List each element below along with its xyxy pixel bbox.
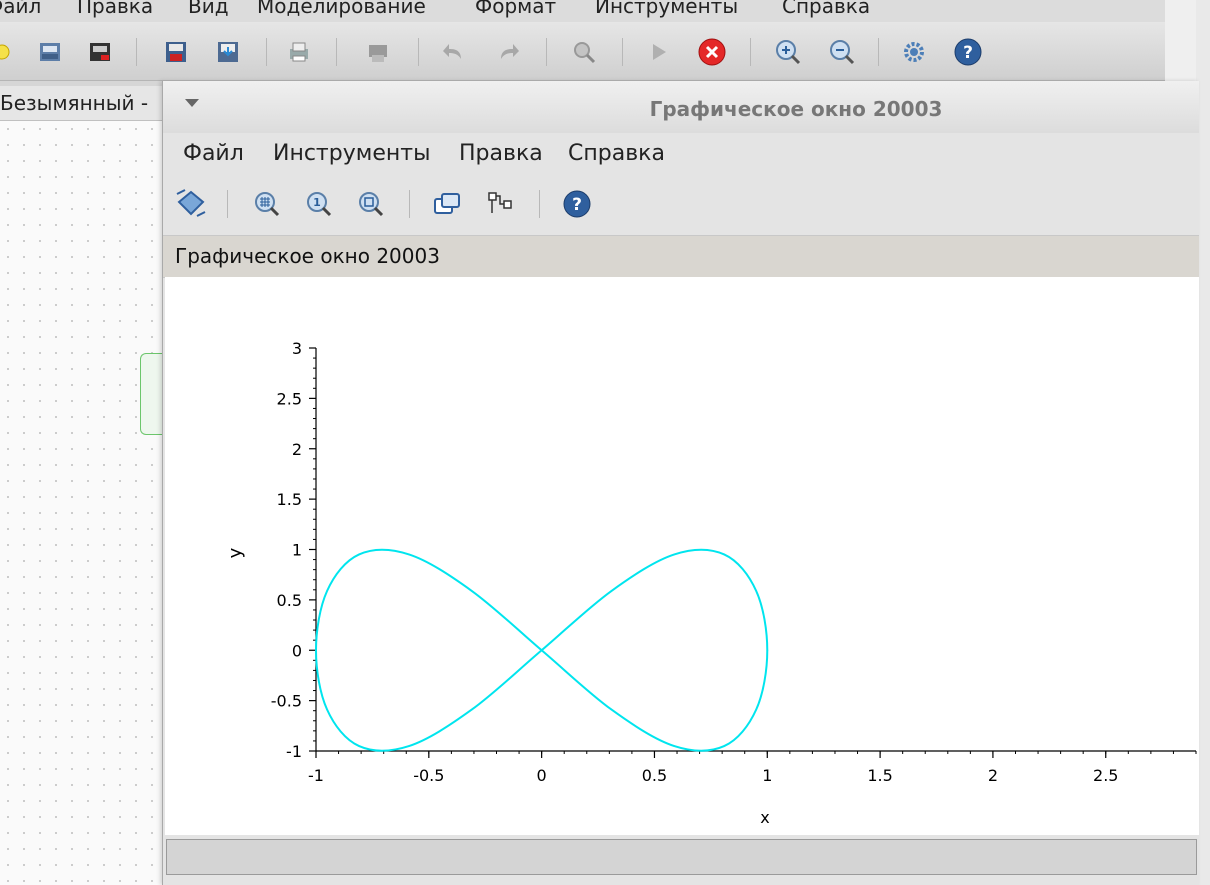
zoom-out-icon[interactable]	[826, 36, 858, 68]
new-diagram-icon[interactable]	[0, 36, 18, 68]
window-menu-arrow-icon[interactable]	[185, 99, 199, 107]
status-bar	[166, 839, 1197, 875]
x-tick-label: 0	[537, 766, 547, 785]
data-point	[315, 649, 317, 652]
main-menu-view[interactable]: Вид	[188, 0, 229, 18]
menu-help[interactable]: Справка	[568, 141, 665, 166]
y-tick-label: 2.5	[277, 389, 302, 408]
y-tick-label: 2	[292, 440, 302, 459]
diagram-canvas[interactable]	[0, 121, 165, 885]
y-axis: -1 -0.5 0 0.5 1 1.5 2 2.5 3	[271, 339, 317, 761]
x-tick-label: -0.5	[413, 766, 444, 785]
main-toolbar: ?	[0, 22, 1165, 81]
open-file-icon[interactable]	[84, 36, 116, 68]
data-point	[610, 590, 613, 592]
data-point	[326, 590, 328, 592]
editor-icon[interactable]	[485, 188, 517, 220]
zoom-in-icon[interactable]	[772, 36, 804, 68]
data-point	[673, 745, 676, 747]
x-axis: -1 -0.5 0 0.5 1 1.5 2 2.5	[308, 750, 1197, 785]
y-tick-label: -0.5	[271, 692, 302, 711]
data-point	[673, 553, 676, 556]
graphic-window-titlebar[interactable]: Графическое окно 20003	[163, 81, 1199, 133]
y-tick-label: 0.5	[277, 591, 302, 610]
data-point	[755, 708, 758, 711]
graphic-menubar: Файл Инструменты Правка Справка	[163, 133, 1199, 173]
y-tick-label: 0	[292, 641, 302, 660]
undo-icon[interactable]	[438, 36, 470, 68]
main-menu-format[interactable]: Формат	[475, 0, 557, 18]
data-point	[766, 649, 769, 652]
data-point	[358, 745, 360, 747]
help-icon[interactable]: ?	[952, 36, 984, 68]
zoom-area-icon[interactable]	[251, 188, 283, 220]
svg-text:?: ?	[963, 43, 973, 63]
save-icon[interactable]	[160, 36, 192, 68]
stop-simulation-icon[interactable]	[696, 36, 728, 68]
x-tick-label: 2	[988, 766, 998, 785]
main-menu-file[interactable]: Файл	[0, 0, 42, 18]
plot-area[interactable]: -1 -0.5 0 0.5 1 1.5 2 2.5 3 -1 -0.5 0 0.5 1 1.5 2 2.5 x…	[165, 277, 1199, 835]
menu-tools[interactable]: Инструменты	[273, 141, 431, 166]
svg-text:1: 1	[313, 196, 321, 209]
main-menubar: Файл Правка Вид Моделирование Формат Инс…	[0, 0, 1165, 22]
zoom-fit-icon[interactable]	[568, 36, 600, 68]
data-point	[471, 708, 473, 711]
main-menu-simulation[interactable]: Моделирование	[257, 0, 426, 18]
help-icon[interactable]: ?	[561, 188, 593, 220]
main-menu-help[interactable]: Справка	[782, 0, 871, 18]
print-icon[interactable]	[283, 36, 315, 68]
svg-text:?: ?	[572, 195, 582, 215]
start-simulation-icon[interactable]	[642, 36, 674, 68]
zoom-reset-icon[interactable]: 1	[303, 188, 335, 220]
plot-chart[interactable]: -1 -0.5 0 0.5 1 1.5 2 2.5 3 -1 -0.5 0 0.5 1 1.5 2 2.5 x…	[165, 277, 1199, 835]
figure-label: Графическое окно 20003	[175, 244, 440, 268]
menu-edit[interactable]: Правка	[459, 141, 543, 166]
diagram-block[interactable]	[140, 353, 165, 435]
window-title: Графическое окно 20003	[649, 97, 943, 121]
data-point	[723, 553, 725, 556]
y-tick-label: -1	[286, 742, 302, 761]
main-menu-edit[interactable]: Правка	[77, 0, 154, 18]
diagram-tab[interactable]: Безымянный -	[0, 86, 170, 121]
data-point	[408, 553, 410, 556]
figure-datatip-icon[interactable]	[431, 188, 463, 220]
data-point	[326, 708, 328, 711]
x-tick-label: -1	[308, 766, 324, 785]
export-icon[interactable]	[362, 36, 394, 68]
y-axis-label: y	[225, 547, 246, 558]
y-tick-label: 1.5	[277, 490, 302, 509]
y-tick-label: 3	[292, 339, 302, 358]
data-point	[723, 745, 725, 747]
redo-icon[interactable]	[492, 36, 524, 68]
main-menu-tools[interactable]: Инструменты	[595, 0, 739, 18]
save-as-icon[interactable]	[212, 36, 244, 68]
data-point	[408, 745, 410, 747]
figure-label-bar: Графическое окно 20003	[163, 235, 1199, 278]
graphic-toolbar: 1 ?	[163, 173, 1199, 233]
y-tick-label: 1	[292, 541, 302, 560]
data-point	[540, 649, 543, 652]
zoom-icon[interactable]	[355, 188, 387, 220]
open-icon[interactable]	[34, 36, 66, 68]
data-point	[471, 590, 473, 592]
x-tick-label: 1.5	[867, 766, 892, 785]
data-point	[358, 553, 360, 556]
x-tick-label: 2.5	[1093, 766, 1118, 785]
x-tick-label: 0.5	[642, 766, 667, 785]
settings-icon[interactable]	[898, 36, 930, 68]
series-group	[314, 548, 769, 752]
diagram-tab-label: Безымянный -	[0, 91, 149, 115]
graphic-window: Графическое окно 20003 Файл Инструменты …	[162, 81, 1199, 885]
menu-file[interactable]: Файл	[183, 141, 244, 166]
x-axis-label: x	[760, 808, 769, 827]
data-point	[755, 590, 758, 592]
rotate-icon[interactable]	[175, 188, 207, 220]
data-point	[610, 708, 613, 711]
x-tick-label: 1	[762, 766, 772, 785]
